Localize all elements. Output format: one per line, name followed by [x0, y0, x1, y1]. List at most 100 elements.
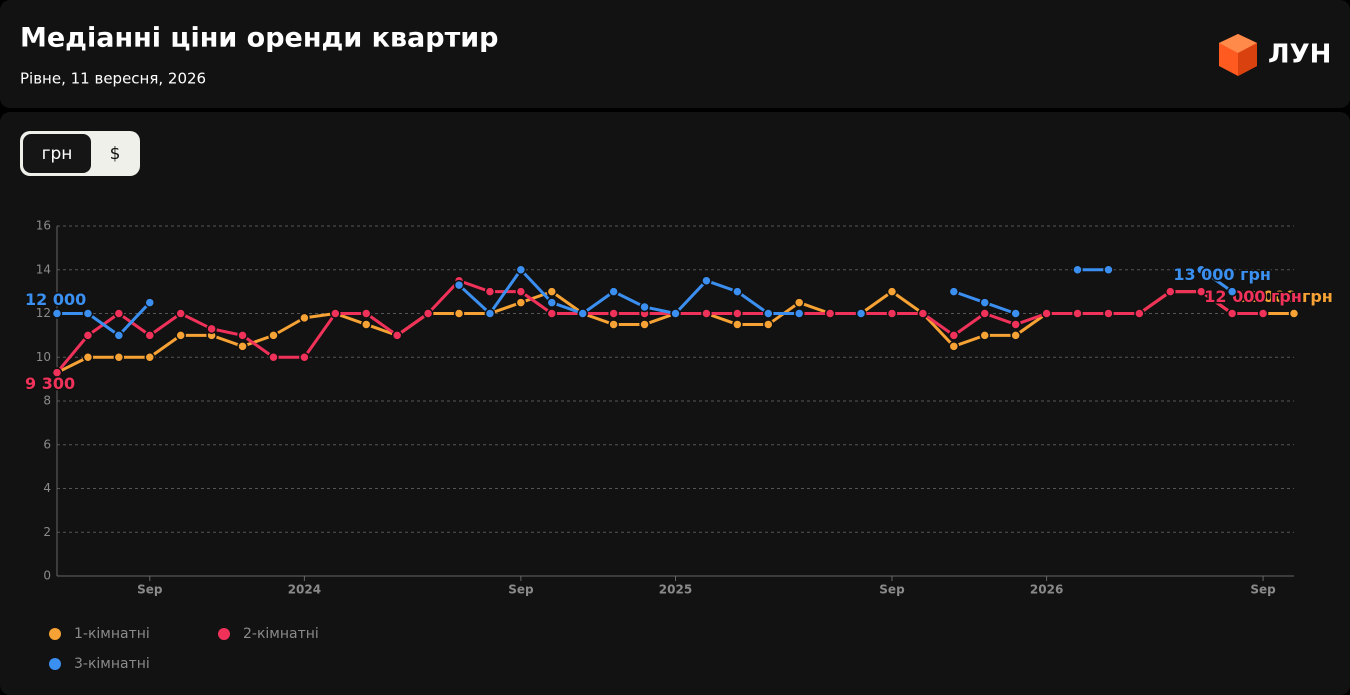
data-point: [1103, 308, 1114, 319]
y-tick-label: 0: [43, 569, 51, 583]
data-point: [793, 297, 805, 308]
y-tick-label: 10: [36, 350, 51, 364]
header-panel: [0, 0, 1350, 108]
data-point: [268, 352, 279, 363]
data-point: [1010, 330, 1021, 341]
data-point: [1072, 308, 1083, 319]
legend-marker: [49, 658, 61, 670]
data-point: [886, 308, 898, 319]
y-tick-label: 2: [43, 525, 51, 539]
data-point: [608, 308, 619, 319]
legend-label: 1-кімнатні: [74, 626, 150, 642]
data-point: [51, 308, 63, 319]
data-point: [1257, 308, 1269, 319]
value-label: 12 000 грн: [1235, 287, 1333, 306]
data-point: [1041, 308, 1052, 319]
data-point: [391, 330, 403, 341]
data-point: [948, 330, 960, 341]
data-point: [577, 308, 588, 319]
chart-panel: [0, 112, 1350, 695]
y-tick-label: 4: [43, 481, 51, 495]
data-point: [979, 330, 990, 341]
x-tick-label: Sep: [137, 583, 163, 597]
data-point: [608, 319, 619, 330]
x-tick-label: 2026: [1030, 583, 1063, 597]
data-point: [484, 308, 496, 319]
x-tick-label: 2025: [659, 583, 692, 597]
data-point: [82, 352, 94, 363]
data-point: [1010, 319, 1021, 330]
data-point: [113, 330, 125, 341]
data-point: [453, 308, 465, 319]
data-point: [453, 279, 465, 291]
data-point: [701, 308, 712, 319]
series-line: [55, 279, 1264, 374]
subtitle: Рівне, 11 вересня, 2026: [20, 70, 206, 88]
data-point: [670, 308, 681, 319]
data-point: [361, 319, 372, 330]
data-point: [855, 308, 867, 319]
data-point: [732, 319, 743, 330]
data-point: [639, 301, 650, 313]
data-point: [824, 308, 836, 319]
data-point: [793, 308, 805, 319]
data-point: [144, 330, 156, 341]
data-point: [1010, 308, 1021, 319]
data-point: [51, 367, 63, 378]
data-point: [546, 308, 558, 319]
legend-marker: [218, 628, 230, 640]
data-point: [732, 308, 743, 319]
data-point: [515, 297, 527, 308]
data-point: [1103, 264, 1114, 275]
legend-label: 3-кімнатні: [74, 656, 150, 672]
y-tick-label: 6: [43, 437, 51, 451]
data-point: [268, 330, 279, 341]
data-point: [206, 323, 217, 335]
series-line: [458, 268, 800, 315]
data-point: [701, 275, 712, 286]
data-point: [484, 286, 496, 297]
data-point: [299, 312, 310, 324]
data-point: [979, 297, 990, 308]
data-point: [948, 286, 960, 297]
data-point: [763, 319, 774, 330]
data-point: [1165, 286, 1176, 297]
data-point: [237, 330, 248, 341]
y-tick-label: 16: [36, 219, 51, 233]
data-point: [175, 308, 186, 319]
toggle-option[interactable]: грн: [42, 144, 73, 164]
data-point: [1072, 264, 1083, 275]
toggle-option[interactable]: $: [110, 144, 121, 164]
value-label: 12 000: [25, 290, 86, 309]
x-tick-label: Sep: [879, 583, 905, 597]
data-point: [1195, 286, 1207, 297]
data-point: [608, 286, 619, 297]
data-point: [1195, 264, 1207, 275]
data-point: [1226, 308, 1238, 319]
y-tick-label: 8: [43, 394, 51, 408]
x-tick-label: Sep: [1250, 583, 1276, 597]
data-point: [144, 297, 156, 308]
data-point: [546, 286, 558, 297]
data-point: [917, 308, 929, 319]
data-point: [639, 319, 650, 330]
value-label: 9 300: [25, 374, 75, 393]
data-point: [237, 341, 248, 352]
legend-label: 2-кімнатні: [243, 626, 319, 642]
data-point: [113, 352, 125, 363]
data-point: [330, 308, 341, 319]
series-line: [57, 301, 151, 337]
series-line: [1200, 268, 1234, 293]
toggle-active[interactable]: [23, 134, 91, 173]
legend-marker: [49, 628, 61, 640]
data-point: [175, 330, 186, 341]
value-label: 12 000 грн: [1204, 287, 1302, 306]
data-point: [763, 308, 774, 319]
data-point: [886, 286, 898, 297]
data-point: [732, 286, 743, 297]
data-point: [144, 352, 156, 363]
logo-icon: [1219, 34, 1257, 76]
value-label: 13 000 грн: [1173, 265, 1271, 284]
